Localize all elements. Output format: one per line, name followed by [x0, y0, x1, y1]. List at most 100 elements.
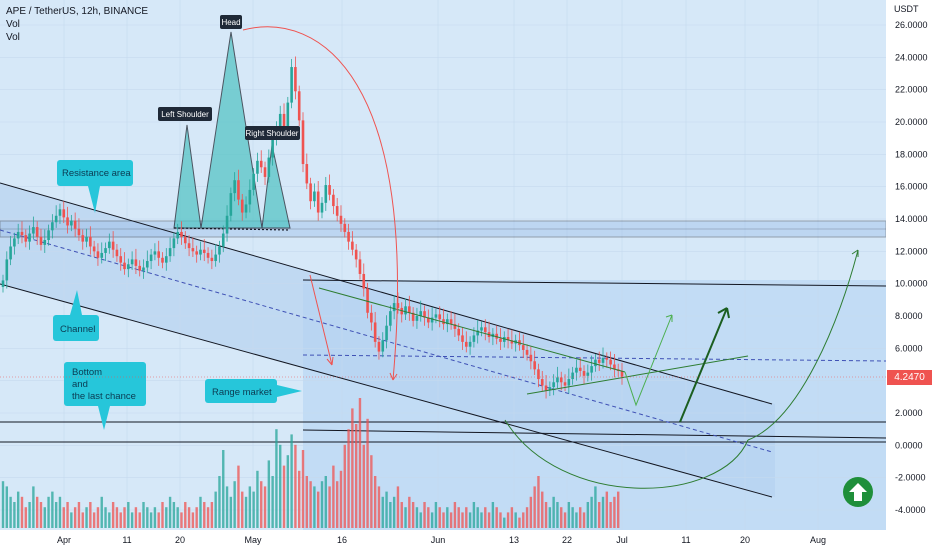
volume-bar [480, 512, 483, 528]
volume-bar [465, 507, 468, 528]
volume-bar [453, 502, 457, 528]
candle-body [385, 325, 388, 341]
volume-bar [415, 507, 419, 528]
volume-bar [609, 502, 612, 528]
candle-body [130, 259, 134, 265]
x-tick-label: 13 [509, 535, 519, 545]
candle-body [229, 193, 233, 216]
range-callout: Range market [205, 379, 302, 403]
volume-bar [605, 491, 609, 528]
candle-body [104, 248, 107, 253]
volume-legend-1[interactable]: Vol [6, 19, 20, 30]
volume-bar [484, 507, 487, 528]
y-tick-label: 2.0000 [895, 408, 923, 418]
volume-bar [468, 512, 472, 528]
x-tick-label: May [244, 535, 262, 545]
volume-bar [533, 486, 536, 528]
volume-bar [165, 507, 168, 528]
channel-callout: Channel [53, 290, 99, 341]
wedge-lower-line [526, 355, 749, 395]
candle-body [282, 113, 286, 132]
volume-bar [70, 512, 73, 528]
volume-bar [446, 507, 449, 528]
volume-bar [567, 502, 571, 528]
candle-body [316, 191, 320, 213]
volume-bar [377, 486, 381, 528]
volume-bar [43, 507, 46, 528]
candle-body [476, 330, 479, 336]
y-tick-label: -4.0000 [895, 505, 926, 515]
scroll-up-button[interactable] [843, 477, 873, 507]
candle-body [180, 231, 183, 237]
y-tick-label: 12.0000 [895, 246, 928, 256]
candle-body [347, 231, 350, 242]
volume-bar [347, 429, 350, 528]
candle-body [301, 120, 305, 165]
candle-body [70, 220, 73, 226]
candle-body [146, 261, 149, 268]
candle-body [164, 256, 168, 263]
right-shoulder-label: Right Shoulder [245, 126, 300, 140]
volume-bar [408, 496, 411, 528]
candle-body [552, 382, 555, 388]
candle-body [127, 264, 130, 270]
candle-body [567, 379, 571, 386]
volume-bar [518, 517, 521, 528]
candle-body [199, 249, 202, 255]
x-tick-label: 11 [122, 535, 131, 545]
volume-bar [168, 496, 172, 528]
candle-body [256, 160, 259, 174]
volume-bar [267, 460, 271, 528]
candle-body [244, 204, 248, 213]
arrow-red-1 [389, 372, 398, 381]
candle-body [252, 173, 255, 190]
candle-body [335, 206, 339, 216]
candle-body [423, 311, 426, 318]
candle-body [521, 345, 525, 350]
arrow-red-2-head [326, 356, 334, 366]
candle-body [468, 341, 472, 347]
candle-body [373, 322, 377, 342]
candle-body [601, 358, 605, 363]
volume-bar [92, 512, 96, 528]
volume-bar [130, 512, 134, 528]
volume-bar [529, 496, 533, 528]
volume-bar [503, 517, 506, 528]
volume-bar [279, 444, 282, 528]
neckline [173, 227, 291, 231]
volume-bar [214, 491, 217, 528]
volume-bar [335, 481, 339, 528]
volume-bar [586, 502, 590, 528]
volume-bar [544, 502, 548, 528]
candle-body [35, 227, 39, 237]
candle-body [149, 254, 153, 262]
volume-bar [271, 476, 274, 528]
candle-body [39, 236, 43, 245]
candle-body [81, 235, 85, 242]
volume-bar [241, 491, 244, 528]
volume-legend-2[interactable]: Vol [6, 32, 20, 43]
volume-bar [472, 502, 476, 528]
candle-body [354, 249, 358, 260]
volume-bar [298, 470, 301, 528]
candle-body [138, 265, 142, 271]
svg-text:Range market: Range market [212, 387, 272, 398]
candle-body [119, 256, 123, 263]
candle-body [73, 220, 77, 229]
candle-body [62, 209, 66, 218]
candle-body [381, 340, 385, 352]
candle-body [453, 324, 457, 329]
volume-bar [66, 502, 69, 528]
candle-body [563, 382, 567, 386]
volume-bar [290, 434, 293, 528]
volume-bar [142, 502, 145, 528]
volume-bar [396, 486, 400, 528]
candle-body [51, 222, 54, 231]
candle-body [411, 312, 415, 321]
volume-bar [381, 496, 384, 528]
symbol-title[interactable]: APE / TetherUS, 12h, BINANCE [6, 6, 149, 17]
volume-bar [476, 507, 479, 528]
volume-bar [525, 507, 529, 528]
volume-bar [328, 486, 331, 528]
